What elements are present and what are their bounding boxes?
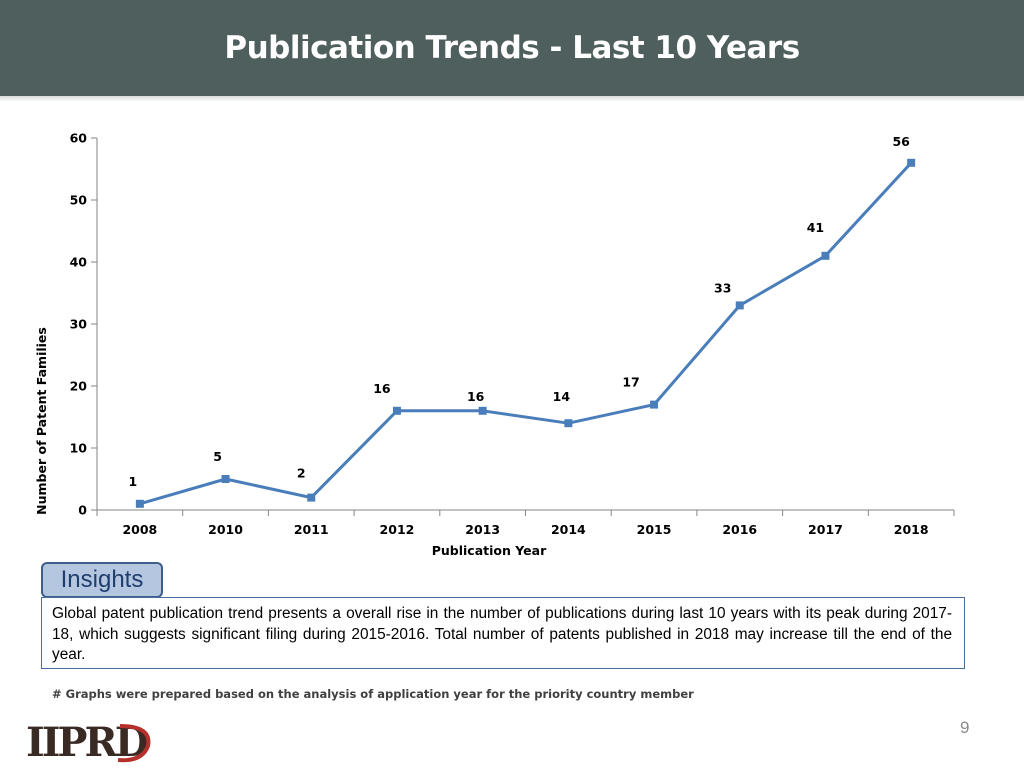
data-point xyxy=(907,158,916,167)
data-point xyxy=(564,419,573,428)
data-point xyxy=(135,499,144,508)
y-axis-ticks: 0 10 20 30 40 50 60 xyxy=(70,131,97,518)
data-label: 16 xyxy=(467,389,485,404)
y-tick-label: 40 xyxy=(70,255,88,270)
data-labels: 1 5 2 16 16 14 17 33 41 56 xyxy=(128,134,910,489)
data-label: 56 xyxy=(892,134,910,149)
x-tick-label: 2016 xyxy=(722,522,757,537)
data-label: 1 xyxy=(128,474,137,489)
x-axis-ticks: 2008 2010 2011 2012 2013 2014 2015 2016 2017 2018 xyxy=(96,510,955,537)
data-label: 41 xyxy=(807,220,824,235)
x-tick-label: 2018 xyxy=(894,522,929,537)
x-tick-label: 2012 xyxy=(380,522,415,537)
data-label: 14 xyxy=(553,389,571,404)
data-label: 17 xyxy=(622,375,639,390)
footnote: # Graphs were prepared based on the anal… xyxy=(52,687,694,701)
series-line-path xyxy=(139,161,913,506)
slide-title: Publication Trends - Last 10 Years xyxy=(224,30,800,66)
x-tick-label: 2010 xyxy=(208,522,243,537)
y-tick-label: 50 xyxy=(70,193,88,208)
page-number: 9 xyxy=(960,718,970,737)
y-tick-label: 10 xyxy=(70,441,88,456)
data-label: 16 xyxy=(373,381,391,396)
data-point xyxy=(392,406,401,415)
x-tick-label: 2011 xyxy=(294,522,329,537)
iiprd-logo-icon: IIPRD xyxy=(26,719,152,764)
y-tick-label: 20 xyxy=(70,379,88,394)
x-tick-label: 2014 xyxy=(551,522,586,537)
data-point xyxy=(821,251,830,260)
data-label: 5 xyxy=(213,449,222,464)
y-tick-label: 0 xyxy=(78,503,87,518)
data-point xyxy=(307,493,316,502)
y-axis-title: Number of Patent Families xyxy=(34,327,49,515)
logo-swoosh xyxy=(117,724,151,763)
x-tick-label: 2013 xyxy=(465,522,500,537)
slide-header: Publication Trends - Last 10 Years xyxy=(0,0,1024,96)
data-point xyxy=(735,301,744,310)
data-point xyxy=(478,406,487,415)
data-point xyxy=(221,475,230,483)
series-markers xyxy=(135,158,916,508)
data-label: 2 xyxy=(297,466,306,481)
insights-tab: Insights xyxy=(41,562,163,598)
data-point xyxy=(650,400,659,409)
insights-text: Global patent publication trend presents… xyxy=(41,597,965,669)
chart-axes xyxy=(96,138,954,511)
x-tick-label: 2008 xyxy=(122,522,157,537)
x-tick-label: 2015 xyxy=(637,522,672,537)
series-line xyxy=(139,161,913,506)
y-tick-label: 30 xyxy=(70,317,88,332)
y-tick-label: 60 xyxy=(70,131,88,146)
x-tick-label: 2017 xyxy=(808,522,843,537)
x-axis-title: Publication Year xyxy=(432,543,547,558)
header-shadow xyxy=(0,96,1024,102)
data-label: 33 xyxy=(714,280,731,295)
